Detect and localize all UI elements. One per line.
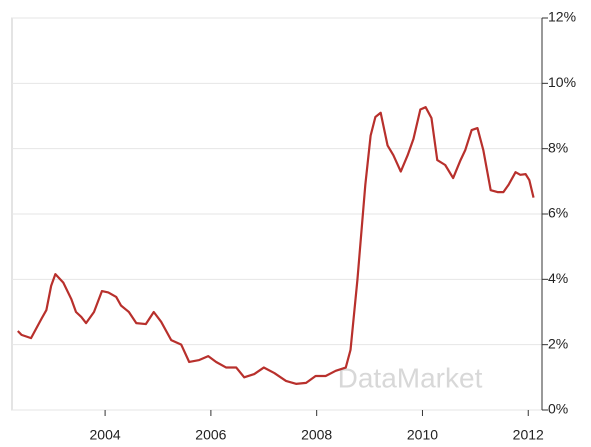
watermark: DataMarket — [338, 362, 483, 393]
y-tick-label: 0% — [548, 401, 568, 417]
x-tick-label: 2010 — [407, 427, 438, 443]
x-tick-label: 2006 — [195, 427, 226, 443]
x-tick-label: 2004 — [90, 427, 121, 443]
line — [17, 106, 535, 385]
y-tick-label: 6% — [548, 205, 568, 221]
x-tick-label: 2012 — [513, 427, 544, 443]
y-tick-label: 2% — [548, 335, 568, 351]
y-tick-label: 8% — [548, 139, 568, 155]
y-tick-label: 12% — [548, 9, 576, 25]
y-tick-label: 10% — [548, 74, 576, 90]
x-tick-label: 2008 — [301, 427, 332, 443]
y-tick-label: 4% — [548, 270, 568, 286]
